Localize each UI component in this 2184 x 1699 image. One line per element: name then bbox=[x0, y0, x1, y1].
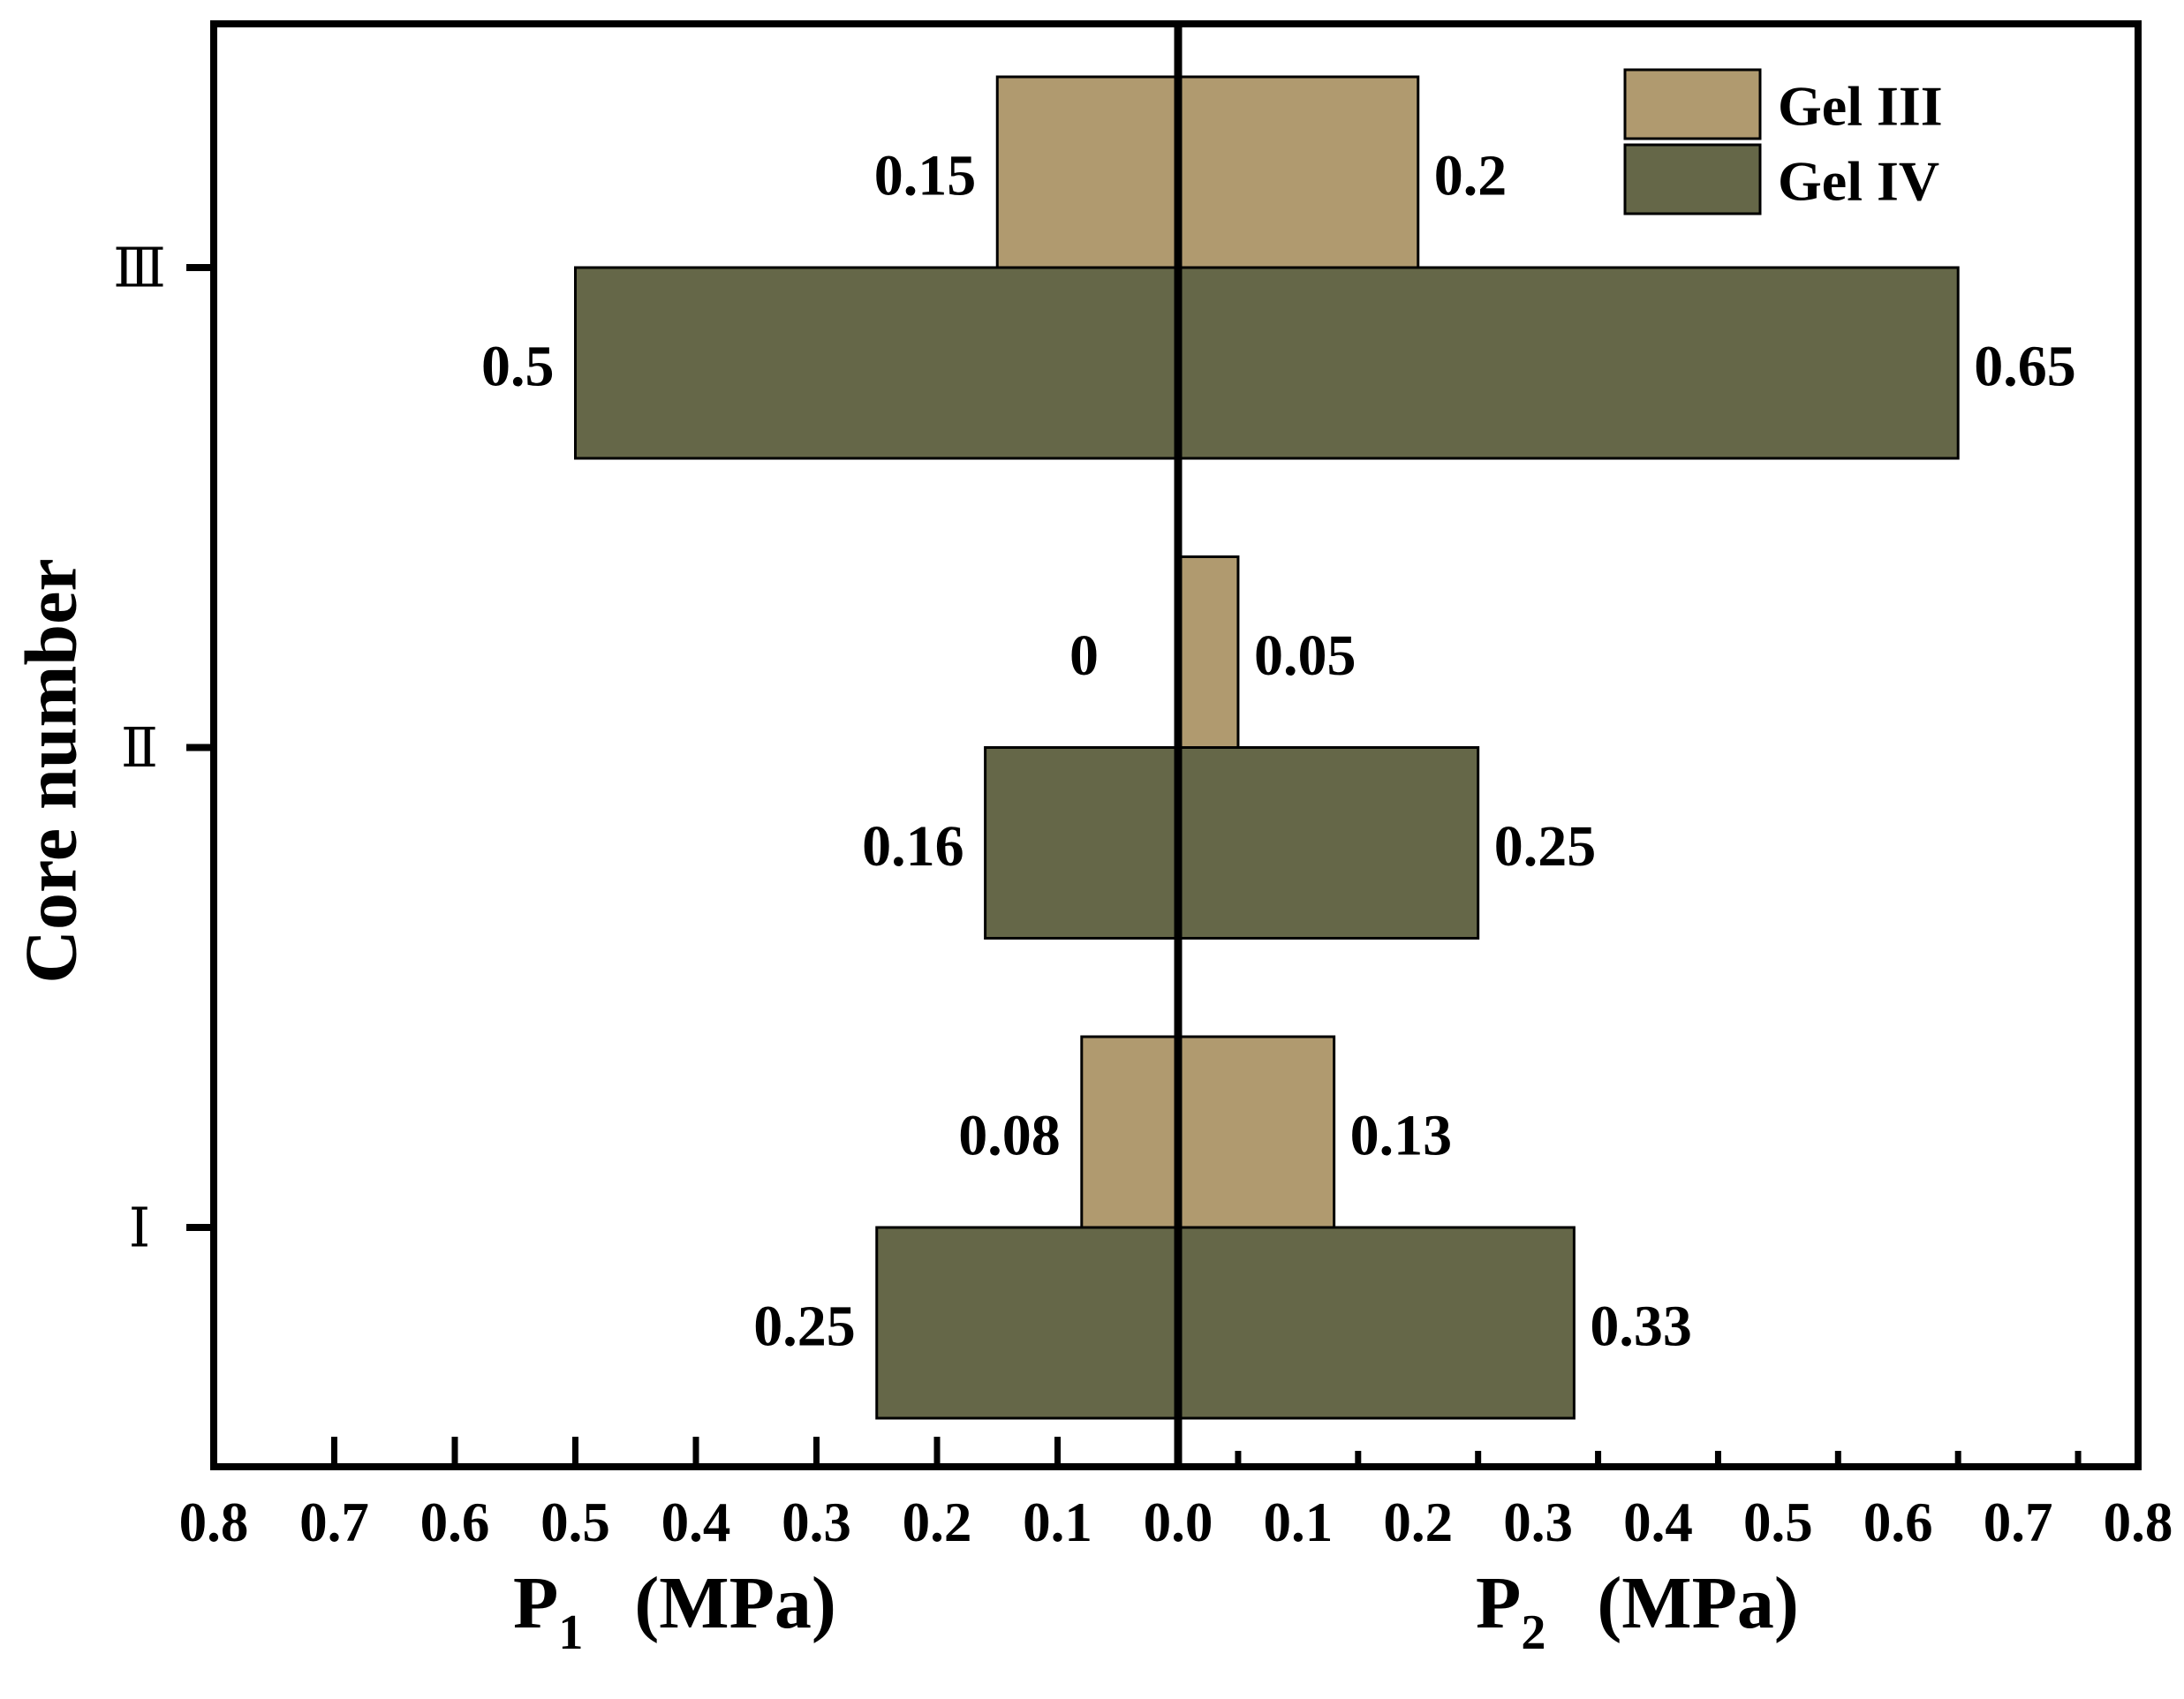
bar-gel-iv-core-2-p2 bbox=[1176, 746, 1480, 940]
y-tick-label-core-2: Ⅱ bbox=[121, 715, 158, 780]
bar-gel-iii-core-1-p2 bbox=[1176, 1035, 1336, 1229]
x-tick-label-14: 0.6 bbox=[1863, 1491, 1933, 1553]
data-label-gel-iii-core-3-p1: 0.15 bbox=[874, 144, 977, 208]
data-label-gel-iii-core-1-p2: 0.13 bbox=[1350, 1104, 1453, 1168]
bar-gel-iii-core-2-p2 bbox=[1176, 555, 1240, 749]
data-label-gel-iv-core-1-p2: 0.33 bbox=[1590, 1295, 1692, 1359]
bar-gel-iv-core-1-p2 bbox=[1176, 1226, 1576, 1420]
x-tick-label-10: 0.2 bbox=[1383, 1491, 1453, 1553]
y-tick-label-core-1: Ⅰ bbox=[129, 1196, 151, 1260]
bar-gel-iv-core-3-p2 bbox=[1176, 266, 1960, 460]
x-tick-label-11: 0.3 bbox=[1503, 1491, 1573, 1553]
bar-gel-iv-core-2-p1 bbox=[984, 746, 1180, 940]
legend-label-gel-iii: Gel III bbox=[1778, 75, 1943, 138]
x-axis-title-left-unit: (MPa) bbox=[634, 1562, 836, 1644]
data-label-gel-iv-core-2-p2: 0.25 bbox=[1494, 814, 1597, 879]
data-labels-layer: 0.08 0.13 0 0.05 0.15 0.2 0.25 0.33 0.16 0.25 0.5 0… bbox=[481, 144, 2076, 1359]
x-tick-label-9: 0.1 bbox=[1264, 1491, 1334, 1553]
data-label-gel-iv-core-1-p1: 0.25 bbox=[753, 1295, 856, 1359]
data-label-gel-iv-core-2-p1: 0.16 bbox=[862, 814, 964, 879]
x-axis-title-right: P2 (MPa) bbox=[1476, 1562, 1799, 1660]
x-axis-title-right-symbol: P bbox=[1476, 1562, 1521, 1644]
x-tick-label-7: 0.1 bbox=[1023, 1491, 1092, 1553]
bar-gel-iii-core-3-p1 bbox=[995, 75, 1180, 269]
x-axis-title-left-symbol: P bbox=[513, 1562, 558, 1644]
x-tick-label-8: 0.0 bbox=[1144, 1491, 1213, 1553]
data-label-gel-iii-core-3-p2: 0.2 bbox=[1434, 144, 1508, 208]
x-tick-label-2: 0.6 bbox=[420, 1491, 490, 1553]
x-axis-tick-labels: 0.8 0.7 0.6 0.5 0.4 0.3 0.2 0.1 0.0 0.1 0.2 0.3 0.4 0… bbox=[179, 1491, 2173, 1553]
x-axis-title-right-unit: (MPa) bbox=[1597, 1562, 1799, 1644]
x-tick-label-4: 0.4 bbox=[661, 1491, 731, 1553]
data-label-gel-iii-core-1-p1: 0.08 bbox=[958, 1104, 1061, 1168]
data-label-gel-iii-core-2-p1: 0 bbox=[1069, 623, 1099, 688]
legend: Gel III Gel IV bbox=[1623, 68, 1943, 215]
bar-gel-iv-core-3-p1 bbox=[574, 266, 1180, 460]
bar-gel-iv-core-1-p1 bbox=[875, 1226, 1180, 1420]
y-axis-title: Core number bbox=[11, 558, 93, 983]
x-tick-label-1: 0.7 bbox=[299, 1491, 369, 1553]
legend-label-gel-iv: Gel IV bbox=[1778, 150, 1939, 213]
x-tick-label-5: 0.3 bbox=[782, 1491, 851, 1553]
x-tick-label-15: 0.7 bbox=[1984, 1491, 2053, 1553]
data-label-gel-iii-core-2-p2: 0.05 bbox=[1254, 623, 1356, 688]
x-tick-label-6: 0.2 bbox=[903, 1491, 972, 1553]
bars-layer bbox=[574, 75, 1960, 1420]
y-axis-tick-labels: Ⅰ Ⅱ Ⅲ bbox=[113, 236, 166, 1260]
legend-swatch-gel-iv bbox=[1623, 143, 1762, 215]
x-tick-label-13: 0.5 bbox=[1743, 1491, 1813, 1553]
legend-swatch-gel-iii bbox=[1623, 68, 1762, 140]
data-label-gel-iv-core-3-p2: 0.65 bbox=[1974, 335, 2076, 399]
bar-gel-iii-core-3-p2 bbox=[1176, 75, 1420, 269]
x-axis-title-right-subscript: 2 bbox=[1521, 1605, 1545, 1660]
x-tick-label-12: 0.4 bbox=[1623, 1491, 1693, 1553]
y-tick-label-core-3: Ⅲ bbox=[113, 236, 166, 300]
y-axis-tick-marks bbox=[186, 264, 214, 1231]
bar-gel-iii-core-1-p1 bbox=[1080, 1035, 1180, 1229]
x-tick-label-3: 0.5 bbox=[540, 1491, 610, 1553]
x-tick-label-16: 0.8 bbox=[2104, 1491, 2173, 1553]
x-tick-label-0: 0.8 bbox=[179, 1491, 249, 1553]
x-axis-title-left-subscript: 1 bbox=[558, 1605, 583, 1660]
x-axis-title-left: P1 (MPa) bbox=[513, 1562, 836, 1660]
data-label-gel-iv-core-3-p1: 0.5 bbox=[481, 335, 555, 399]
x-axis-tick-marks bbox=[331, 1437, 2082, 1467]
